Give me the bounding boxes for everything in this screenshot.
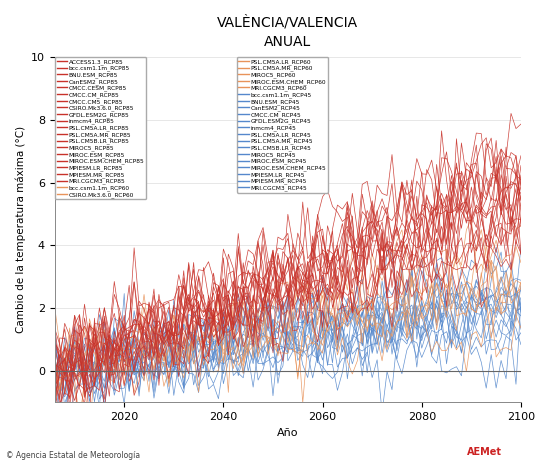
Legend: PSL.CM5A.LR_RCP60, PSL.CM5A.MR_RCP60, MIROC5_RCP60, MIROC.ESM.CHEM_RCP60, MRI.CG: PSL.CM5A.LR_RCP60, PSL.CM5A.MR_RCP60, MI… bbox=[236, 57, 328, 193]
Text: © Agencia Estatal de Meteorología: © Agencia Estatal de Meteorología bbox=[6, 451, 140, 460]
Title: VALÈNCIA/VALENCIA
ANUAL: VALÈNCIA/VALENCIA ANUAL bbox=[217, 15, 359, 49]
Y-axis label: Cambio de la temperatura máxima (°C): Cambio de la temperatura máxima (°C) bbox=[15, 126, 25, 334]
Text: AEMet: AEMet bbox=[466, 447, 502, 457]
X-axis label: Año: Año bbox=[277, 428, 299, 438]
